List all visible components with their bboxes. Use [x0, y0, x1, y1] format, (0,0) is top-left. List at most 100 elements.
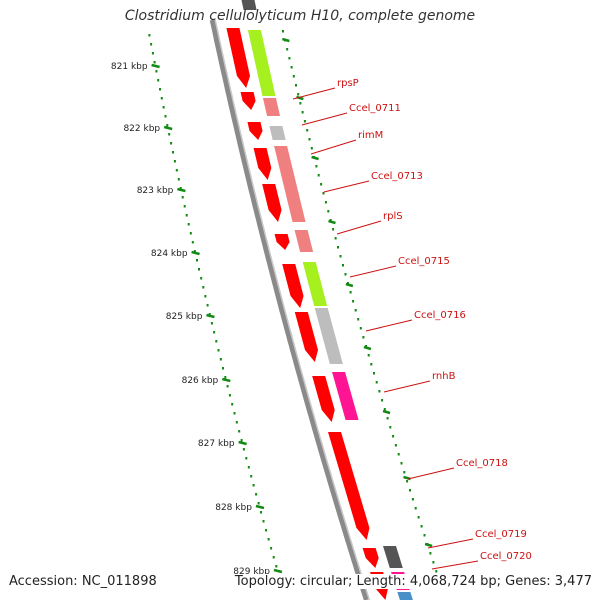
outer-dot	[310, 147, 313, 150]
scale-dot	[210, 322, 213, 325]
reverse-gene-block	[269, 126, 286, 140]
accession-label: Accession: NC_011898	[9, 574, 157, 589]
scale-dot	[179, 187, 182, 190]
genome-summary-label: Topology: circular; Length: 4,068,724 bp…	[234, 574, 592, 589]
reverse-gene-block	[314, 308, 343, 364]
gene-label-leader	[383, 380, 431, 393]
scale-dot	[228, 394, 231, 397]
outer-dot	[373, 372, 375, 375]
outer-dot	[282, 30, 284, 33]
scale-ticks-layer: 821 kbp 822 kbp 823 kbp 824 kbp 825 kbp 826 k…	[111, 37, 433, 577]
gene-label: Ccel_0719	[475, 529, 527, 540]
gene-label: Ccel_0713	[371, 171, 423, 182]
scale-dot	[204, 295, 207, 298]
outer-dot	[392, 435, 395, 438]
scale-dot	[255, 493, 258, 496]
scale-dot	[213, 331, 216, 334]
gene-label-leader	[365, 319, 413, 332]
scale-dot	[235, 421, 238, 424]
gene-label-leader	[407, 467, 455, 480]
scale-dot	[231, 403, 234, 406]
scale-tick-mark	[238, 440, 247, 446]
scale-dot	[252, 484, 255, 487]
scale-dot	[275, 565, 278, 568]
outer-dot	[389, 426, 392, 429]
outer-dot	[367, 354, 370, 357]
outer-tick-mark	[328, 219, 336, 225]
outer-tick-mark	[363, 345, 372, 351]
outer-dot	[324, 201, 327, 204]
outer-dot	[397, 453, 400, 456]
scale-dot	[242, 448, 245, 451]
gene-label: Ccel_0711	[349, 103, 401, 114]
scale-tick-label: 825 kbp	[166, 312, 203, 322]
scale-dot	[191, 241, 194, 244]
scale-dot	[160, 97, 163, 100]
outer-dot	[435, 570, 438, 573]
scale-tick-mark	[151, 63, 160, 69]
outer-dot	[394, 444, 397, 447]
outer-dot	[429, 552, 432, 555]
gene-label-leader	[292, 87, 336, 100]
scale-dot	[150, 43, 153, 46]
outer-dot	[297, 93, 300, 96]
scale-dot	[183, 205, 186, 208]
scale-tick-label: 827 kbp	[198, 439, 235, 449]
scale-dot	[193, 250, 196, 253]
scale-dot	[189, 232, 192, 235]
gene-label: Ccel_0720	[480, 551, 532, 562]
scale-dot	[208, 313, 211, 316]
scale-dot	[181, 196, 184, 199]
outer-dot	[381, 399, 384, 402]
outer-dot	[344, 273, 347, 276]
genome-backbone	[209, 19, 369, 601]
scale-tick-mark	[206, 313, 215, 319]
scale-dot	[202, 286, 205, 289]
outer-dot	[383, 408, 386, 411]
reverse-gene-block	[332, 372, 359, 420]
scale-dot	[238, 430, 241, 433]
outer-dot	[354, 309, 357, 312]
outer-dot	[317, 174, 320, 177]
forward-gene-arrow	[253, 148, 272, 180]
outer-dot	[329, 219, 332, 222]
outer-dot	[332, 228, 335, 231]
outer-dot	[370, 363, 373, 366]
outer-dot	[303, 120, 306, 123]
gene-label: Ccel_0715	[398, 256, 450, 267]
outer-dot	[349, 291, 352, 294]
gene-label: rnhB	[432, 371, 456, 382]
outer-dot	[320, 183, 323, 186]
outer-dot	[288, 57, 291, 60]
scale-dot	[172, 151, 174, 154]
gene-labels-layer: rpsP Ccel_0711 rimM Ccel_0713 rplS Ccel_0715 C…	[292, 78, 532, 570]
scale-dot	[196, 259, 198, 262]
scale-dot	[240, 439, 243, 442]
scale-dot	[153, 61, 156, 64]
scale-dot	[267, 538, 270, 541]
outer-dot	[409, 489, 411, 492]
outer-dot	[292, 75, 295, 78]
forward-gene-arrow	[312, 376, 335, 422]
scale-tick-label: 823 kbp	[137, 186, 174, 196]
scale-dot	[159, 88, 161, 91]
scale-dot	[224, 376, 227, 379]
gene-label: rpsP	[337, 78, 359, 89]
scale-dot	[260, 511, 262, 514]
outer-tick-mark	[311, 155, 319, 161]
outer-dot	[359, 327, 362, 330]
outer-dot	[386, 417, 389, 420]
reverse-gene-block	[274, 146, 306, 222]
scale-dot	[173, 160, 176, 163]
outer-dot	[342, 264, 344, 267]
scale-dot	[217, 349, 220, 352]
scale-dot	[187, 223, 190, 226]
outer-dot	[432, 561, 435, 564]
outer-dot	[417, 516, 420, 519]
scale-tick-label: 822 kbp	[123, 124, 160, 134]
outer-tick-mark	[382, 409, 391, 415]
outer-dot	[347, 282, 349, 285]
outer-dot	[403, 471, 406, 474]
